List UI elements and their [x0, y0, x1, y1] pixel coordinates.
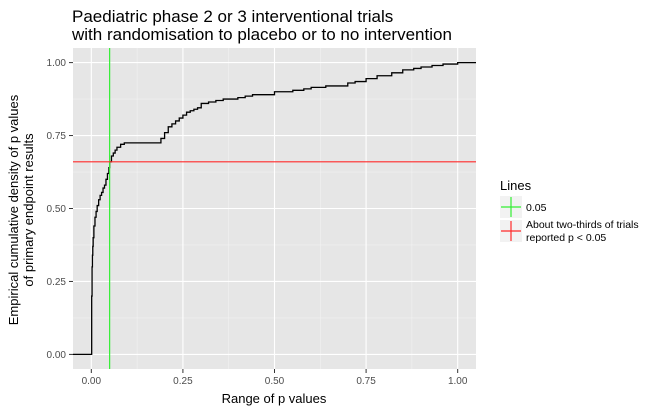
legend-label-1-line-1: About two-thirds of trials [526, 219, 639, 231]
legend: Lines 0.05 About two-thirds of trials re… [500, 178, 639, 244]
y-axis: 0.00 0.25 0.50 0.75 1.00 [47, 58, 73, 361]
y-tick-label-1: 0.25 [47, 277, 67, 288]
x-tick-label-3: 0.75 [356, 376, 376, 387]
series-layer [73, 61, 476, 356]
y-axis-title: Empirical cumulative density of p values… [6, 94, 36, 325]
y-tick-label-0: 0.00 [47, 350, 67, 361]
legend-title: Lines [500, 178, 532, 193]
y-tick-label-2: 0.50 [47, 204, 67, 215]
y-tick-label-4: 1.00 [47, 58, 67, 69]
x-tick-label-0: 0.00 [82, 376, 102, 387]
chart-title-line-2: with randomisation to placebo or to no i… [71, 25, 452, 44]
x-axis: 0.00 0.25 0.50 0.75 1.00 [82, 369, 468, 387]
ecdf-step-line-0 [73, 61, 476, 356]
y-tick-label-3: 0.75 [47, 131, 67, 142]
y-axis-title-line-2: of primary endpoint results [21, 133, 36, 287]
reference-lines [73, 48, 476, 369]
legend-label-1-line-2: reported p < 0.05 [526, 232, 606, 244]
y-axis-title-line-1: Empirical cumulative density of p values [6, 94, 21, 325]
x-tick-label-2: 0.50 [265, 376, 285, 387]
major-gridlines [73, 48, 476, 369]
x-axis-title: Range of p values [222, 391, 327, 406]
x-tick-label-4: 1.00 [448, 376, 468, 387]
x-tick-label-1: 0.25 [173, 376, 193, 387]
chart-title-line-1: Paediatric phase 2 or 3 interventional t… [72, 7, 393, 26]
legend-label-0: 0.05 [526, 202, 547, 214]
